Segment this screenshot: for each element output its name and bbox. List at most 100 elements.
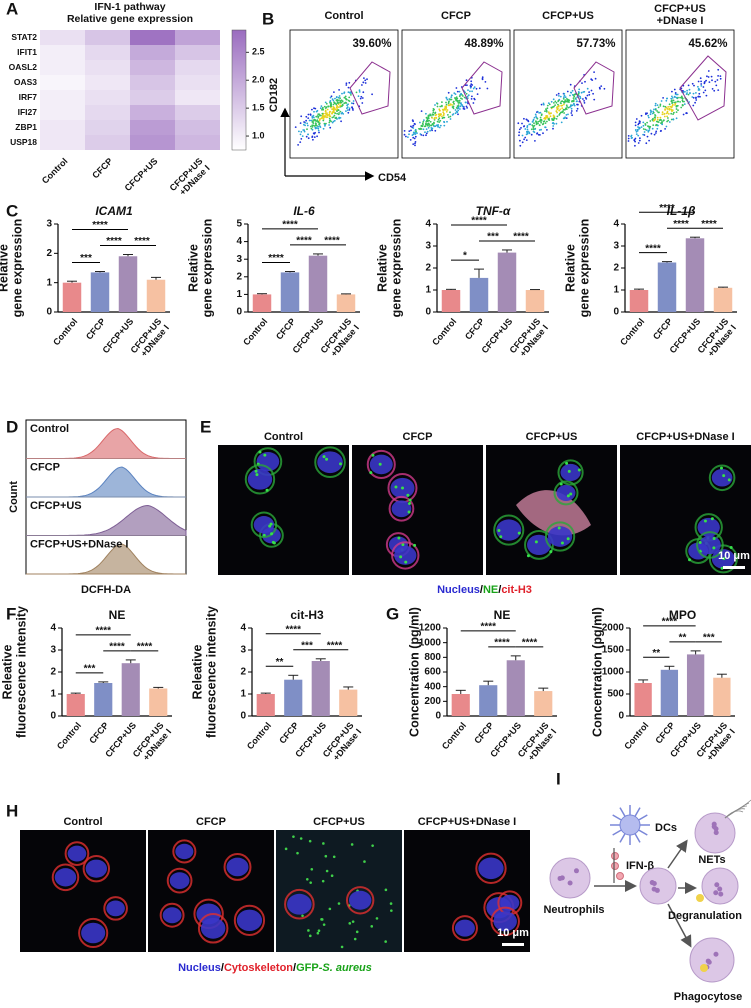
cell-dot: [431, 123, 434, 125]
y-axis-label: gene expression: [389, 219, 403, 318]
cell-dot: [686, 89, 688, 92]
cell-dot: [642, 121, 645, 124]
cell-dot: [518, 131, 521, 134]
cell: [493, 514, 525, 546]
cell-dot: [554, 100, 557, 103]
cell-dot: [533, 116, 536, 119]
cell-dot: [660, 122, 662, 124]
cell: [64, 841, 90, 866]
cell-body: [549, 857, 591, 899]
cell-dot: [448, 104, 450, 106]
cell-dot: [322, 118, 325, 120]
cell-body: [639, 867, 677, 905]
cell-dot: [336, 112, 338, 115]
cell-dot: [573, 93, 576, 96]
cell-dot: [338, 99, 340, 102]
cell-dot: [465, 92, 468, 95]
y-axis-label: gene expression: [10, 219, 24, 318]
cell-dot: [711, 88, 714, 90]
cell-dot: [536, 117, 539, 120]
nucleus: [348, 890, 372, 910]
granule: [717, 886, 723, 892]
cell-dot: [348, 100, 351, 102]
significance-label: ****: [522, 638, 538, 649]
significance-label: ****: [137, 642, 153, 653]
cell-dot: [344, 95, 347, 98]
panel-label: D: [6, 417, 18, 436]
cell-dot: [540, 121, 542, 124]
y-tick-label: 4: [236, 236, 242, 247]
cell-dot: [562, 97, 565, 100]
y-tick-label: 1: [425, 285, 431, 296]
significance-label: ****: [282, 220, 298, 231]
y-tick-label: 0: [236, 307, 242, 318]
cell-dot: [319, 125, 321, 127]
panel-title: Control: [63, 816, 102, 828]
cell-dot: [324, 116, 326, 118]
cell-dot: [667, 113, 670, 115]
cell-dot: [311, 108, 313, 111]
cell-dot: [567, 99, 570, 101]
significance-label: ****: [701, 219, 717, 230]
ne-spot: [369, 471, 373, 475]
cell-dot: [336, 110, 338, 112]
cell-dot: [445, 103, 448, 106]
cell-dot: [321, 107, 324, 110]
cell-dot: [415, 130, 417, 133]
cell-dot: [683, 103, 686, 105]
cell-dot: [447, 116, 450, 118]
cell-dot: [428, 123, 431, 126]
y-tick-label: 0: [435, 711, 441, 722]
bacteria: [350, 843, 354, 846]
cell-dot: [403, 133, 406, 136]
heatmap-cell: [85, 135, 130, 150]
y-tick-label: 1000: [602, 667, 625, 678]
cell-dot: [350, 102, 353, 105]
ne-spot: [577, 468, 581, 472]
diagram-label: Neutrophils: [543, 904, 604, 916]
flow-title: CFCP+US: [542, 10, 594, 22]
heatmap-cell: [85, 75, 130, 90]
cell-dot: [339, 104, 342, 107]
bacteria: [330, 874, 334, 878]
cell-dot: [313, 116, 315, 119]
cell-dot: [643, 134, 646, 136]
cell-dot: [314, 124, 317, 127]
cell-dot: [642, 128, 645, 130]
legend-part: cit-H3: [501, 584, 532, 596]
cell-dot: [593, 98, 596, 101]
cell-dot: [334, 97, 336, 100]
cell-dot: [333, 107, 335, 109]
cell-dot: [533, 124, 536, 127]
cell-dot: [545, 109, 548, 112]
cell-dot: [321, 112, 324, 115]
cell-dot: [317, 125, 319, 128]
cell-dot: [434, 125, 437, 128]
cell-dot: [449, 118, 452, 120]
cell-dot: [638, 127, 641, 129]
ne-spot: [566, 537, 570, 541]
chart-title: cit-H3: [290, 608, 324, 622]
cell-dot: [525, 139, 528, 142]
cell-dot: [414, 141, 417, 143]
cell-dot: [644, 124, 647, 126]
cell-dot: [657, 111, 660, 114]
cell-dot: [523, 125, 526, 127]
significance-label: ****: [296, 236, 312, 247]
panel-label: E: [200, 417, 211, 436]
cell-dot: [458, 100, 461, 102]
cell-dot: [536, 132, 538, 135]
cell-dot: [571, 94, 574, 96]
cell-dot: [413, 137, 416, 140]
cell-dot: [315, 115, 318, 118]
cell: [233, 904, 266, 936]
ne-spot: [325, 457, 329, 461]
cell-dot: [317, 127, 320, 130]
cell-dot: [371, 93, 373, 96]
scale-bar-label: 10 μm: [497, 927, 529, 939]
cell-dot: [697, 85, 699, 88]
cell-dot: [653, 133, 656, 136]
cell-dot: [565, 117, 568, 119]
cell-dot: [338, 112, 340, 114]
cell-dot: [592, 92, 594, 95]
